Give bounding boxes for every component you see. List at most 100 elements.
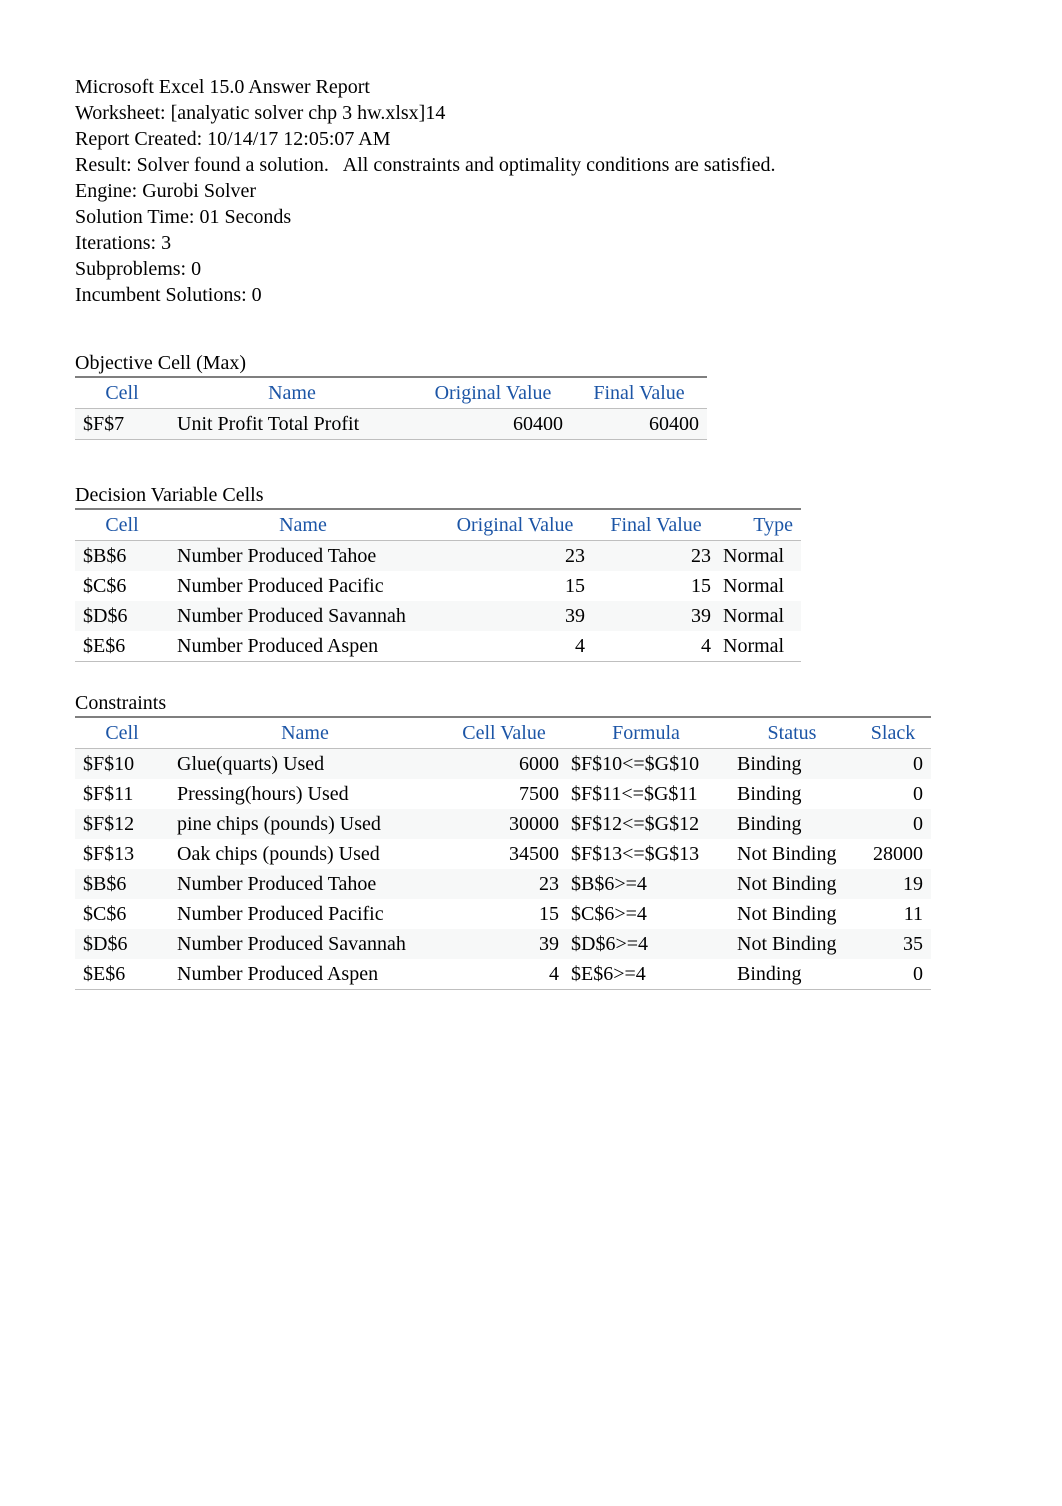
cell-ref: $C$6: [75, 899, 169, 929]
cell-type: Normal: [719, 601, 801, 631]
meta-line: Incumbent Solutions: 0: [75, 282, 987, 308]
cell-name: Number Produced Pacific: [169, 571, 437, 601]
col-final: Final Value: [571, 377, 707, 409]
cell-status: Binding: [729, 809, 855, 839]
cell-type: Normal: [719, 631, 801, 662]
cell-value: 4: [441, 959, 567, 990]
constraints-table: Cell Name Cell Value Formula Status Slac…: [75, 716, 931, 990]
cell-name: pine chips (pounds) Used: [169, 809, 441, 839]
cell-name: Pressing(hours) Used: [169, 779, 441, 809]
cell-final: 4: [593, 631, 719, 662]
cell-formula: $D$6>=4: [567, 929, 729, 959]
cell-orig: 60400: [415, 409, 571, 440]
objective-table: Cell Name Original Value Final Value $F$…: [75, 376, 707, 440]
cell-name: Oak chips (pounds) Used: [169, 839, 441, 869]
table-row: $F$7 Unit Profit Total Profit 60400 6040…: [75, 409, 707, 440]
cell-value: 34500: [441, 839, 567, 869]
col-value: Cell Value: [441, 717, 567, 749]
table-header-row: Cell Name Original Value Final Value: [75, 377, 707, 409]
table-row: $D$6 Number Produced Savannah 39 39 Norm…: [75, 601, 801, 631]
col-formula: Formula: [567, 717, 729, 749]
cell-value: 7500: [441, 779, 567, 809]
constraints-section: Constraints Cell Name Cell Value Formula…: [75, 690, 987, 990]
cell-name: Number Produced Pacific: [169, 899, 441, 929]
cell-ref: $C$6: [75, 571, 169, 601]
meta-line: Microsoft Excel 15.0 Answer Report: [75, 74, 987, 100]
table-row: $E$6 Number Produced Aspen 4 $E$6>=4 Bin…: [75, 959, 931, 990]
table-row: $C$6 Number Produced Pacific 15 15 Norma…: [75, 571, 801, 601]
cell-ref: $E$6: [75, 631, 169, 662]
cell-ref: $F$11: [75, 779, 169, 809]
meta-line: Subproblems: 0: [75, 256, 987, 282]
col-original: Original Value: [437, 509, 593, 541]
cell-name: Unit Profit Total Profit: [169, 409, 415, 440]
col-type: Type: [719, 509, 801, 541]
cell-formula: $B$6>=4: [567, 869, 729, 899]
cell-status: Binding: [729, 749, 855, 780]
cell-slack: 11: [855, 899, 931, 929]
cell-status: Not Binding: [729, 899, 855, 929]
table-row: $B$6 Number Produced Tahoe 23 23 Normal: [75, 541, 801, 572]
cell-name: Number Produced Aspen: [169, 631, 437, 662]
cell-formula: $F$10<=$G$10: [567, 749, 729, 780]
cell-status: Not Binding: [729, 839, 855, 869]
cell-name: Number Produced Savannah: [169, 601, 437, 631]
meta-line: Engine: Gurobi Solver: [75, 178, 987, 204]
cell-orig: 4: [437, 631, 593, 662]
col-name: Name: [169, 377, 415, 409]
table-row: $F$10 Glue(quarts) Used 6000 $F$10<=$G$1…: [75, 749, 931, 780]
cell-type: Normal: [719, 541, 801, 572]
table-row: $E$6 Number Produced Aspen 4 4 Normal: [75, 631, 801, 662]
cell-formula: $F$11<=$G$11: [567, 779, 729, 809]
table-row: $F$12 pine chips (pounds) Used 30000 $F$…: [75, 809, 931, 839]
cell-slack: 35: [855, 929, 931, 959]
table-header-row: Cell Name Original Value Final Value Typ…: [75, 509, 801, 541]
cell-slack: 19: [855, 869, 931, 899]
decision-section: Decision Variable Cells Cell Name Origin…: [75, 482, 987, 662]
cell-formula: $F$12<=$G$12: [567, 809, 729, 839]
cell-value: 6000: [441, 749, 567, 780]
table-row: $B$6 Number Produced Tahoe 23 $B$6>=4 No…: [75, 869, 931, 899]
cell-ref: $E$6: [75, 959, 169, 990]
meta-line: Report Created: 10/14/17 12:05:07 AM: [75, 126, 987, 152]
cell-slack: 0: [855, 749, 931, 780]
cell-value: 23: [441, 869, 567, 899]
objective-title: Objective Cell (Max): [75, 350, 987, 376]
table-row: $F$11 Pressing(hours) Used 7500 $F$11<=$…: [75, 779, 931, 809]
cell-slack: 0: [855, 779, 931, 809]
col-cell: Cell: [75, 377, 169, 409]
cell-slack: 28000: [855, 839, 931, 869]
cell-slack: 0: [855, 809, 931, 839]
cell-status: Not Binding: [729, 869, 855, 899]
col-cell: Cell: [75, 509, 169, 541]
cell-name: Number Produced Tahoe: [169, 541, 437, 572]
cell-status: Not Binding: [729, 929, 855, 959]
cell-name: Number Produced Tahoe: [169, 869, 441, 899]
cell-orig: 39: [437, 601, 593, 631]
cell-formula: $E$6>=4: [567, 959, 729, 990]
cell-final: 39: [593, 601, 719, 631]
cell-status: Binding: [729, 779, 855, 809]
col-name: Name: [169, 717, 441, 749]
col-final: Final Value: [593, 509, 719, 541]
col-original: Original Value: [415, 377, 571, 409]
cell-name: Glue(quarts) Used: [169, 749, 441, 780]
col-slack: Slack: [855, 717, 931, 749]
constraints-title: Constraints: [75, 690, 987, 716]
col-status: Status: [729, 717, 855, 749]
table-row: $C$6 Number Produced Pacific 15 $C$6>=4 …: [75, 899, 931, 929]
meta-line: Iterations: 3: [75, 230, 987, 256]
cell-ref: $F$13: [75, 839, 169, 869]
cell-value: 15: [441, 899, 567, 929]
meta-line: Result: Solver found a solution. All con…: [75, 152, 987, 178]
meta-line: Worksheet: [analyatic solver chp 3 hw.xl…: [75, 100, 987, 126]
cell-ref: $F$7: [75, 409, 169, 440]
cell-orig: 23: [437, 541, 593, 572]
decision-title: Decision Variable Cells: [75, 482, 987, 508]
meta-line: Solution Time: 01 Seconds: [75, 204, 987, 230]
table-header-row: Cell Name Cell Value Formula Status Slac…: [75, 717, 931, 749]
cell-ref: $B$6: [75, 541, 169, 572]
cell-final: 23: [593, 541, 719, 572]
cell-slack: 0: [855, 959, 931, 990]
cell-value: 30000: [441, 809, 567, 839]
